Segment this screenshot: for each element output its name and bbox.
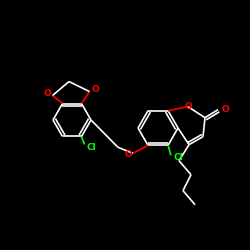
Text: Cl: Cl (87, 143, 97, 152)
Text: O: O (221, 105, 229, 114)
Text: O: O (44, 89, 52, 98)
Text: O: O (92, 85, 100, 94)
Text: O: O (184, 102, 192, 111)
Text: O: O (124, 150, 132, 159)
Text: Cl: Cl (173, 153, 183, 162)
